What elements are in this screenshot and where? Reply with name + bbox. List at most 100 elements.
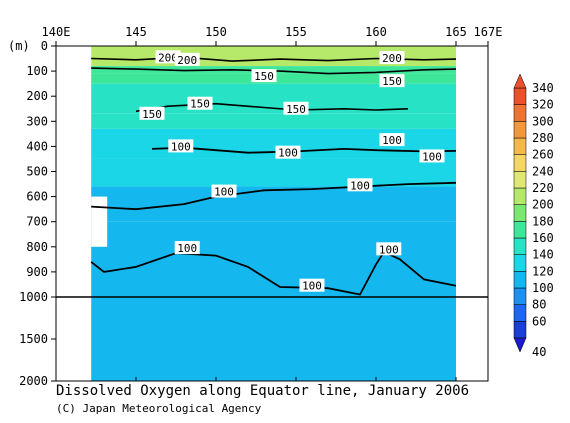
x-tick-label-167: 167E <box>474 25 503 39</box>
colorbar-swatch-220 <box>513 171 527 189</box>
contour-label-6: 150 <box>286 103 306 116</box>
contour-label-bg-10 <box>379 133 405 147</box>
y-tick-label-900: 900 <box>26 265 48 279</box>
colorbar-label-200: 200 <box>532 198 554 212</box>
contour-label-bg-4 <box>379 74 405 88</box>
colorbar-low-extension <box>513 337 527 353</box>
contour-label-bg-7 <box>139 106 165 120</box>
y-tick-label-1500: 1500 <box>19 332 48 346</box>
contour-label-bg-6 <box>283 101 309 115</box>
field-band-4 <box>91 113 456 129</box>
colorbar-label-180: 180 <box>532 214 554 228</box>
colorbar-high-extension <box>513 73 527 89</box>
contour-label-bg-15 <box>376 242 402 256</box>
contour-label-bg-8 <box>168 139 194 153</box>
contour-line-200-0 <box>91 56 457 62</box>
y-tick-label-100: 100 <box>26 64 48 78</box>
y-tick-label-300: 300 <box>26 114 48 128</box>
x-tick-label-160: 160 <box>365 25 387 39</box>
y-tick-label-500: 500 <box>26 165 48 179</box>
contour-label-4: 150 <box>382 75 402 88</box>
colorbar-swatch-80 <box>513 287 527 305</box>
colorbar-swatch-140 <box>513 237 527 255</box>
colorbar-swatch-280 <box>513 121 527 139</box>
contour-label-1: 200 <box>177 54 197 67</box>
colorbar-label-100: 100 <box>532 281 554 295</box>
contour-label-7: 150 <box>142 108 162 121</box>
colorbar-swatch-260 <box>513 137 527 155</box>
contour-label-bg-12 <box>211 184 237 198</box>
y-tick-label-800: 800 <box>26 240 48 254</box>
x-tick-label-150: 150 <box>205 25 227 39</box>
colorbar-swatch-60 <box>513 304 527 322</box>
y-unit-label: (m) <box>8 39 30 53</box>
colorbar: 40 60 80 100 120 140 160 180 200 220 240 260 280 300 3… <box>513 73 554 359</box>
colorbar-label-280: 280 <box>532 131 554 145</box>
contour-label-5: 150 <box>190 98 210 111</box>
colorbar-label-240: 240 <box>532 164 554 178</box>
colorbar-swatch-320 <box>513 87 527 105</box>
field-band-8 <box>91 221 456 297</box>
contour-label-0: 200 <box>158 51 178 64</box>
contour-line-100-4 <box>91 181 457 211</box>
colorbar-swatch-300 <box>513 104 527 122</box>
contour-label-12: 100 <box>214 186 234 199</box>
colorbar-label-260: 260 <box>532 148 554 162</box>
contour-label-14: 100 <box>177 242 197 255</box>
x-tick-label-140: 140E <box>42 25 71 39</box>
contour-label-10: 100 <box>382 134 402 147</box>
contour-label-bg-9 <box>275 145 301 159</box>
contour-label-3: 150 <box>254 70 274 83</box>
colorbar-swatch-160 <box>513 221 527 239</box>
y-tick-label-700: 700 <box>26 215 48 229</box>
y-tick-label-0: 0 <box>41 39 48 53</box>
colorbar-label-40: 40 <box>532 345 546 359</box>
field-band-7 <box>91 186 456 222</box>
colorbar-swatch-240 <box>513 154 527 172</box>
contour-line-150-1 <box>91 67 457 75</box>
x-tick-label-145: 145 <box>125 25 147 39</box>
contour-label-15: 100 <box>379 243 399 256</box>
plot-border <box>55 45 489 382</box>
y-tick-label-200: 200 <box>26 89 48 103</box>
contour-label-bg-14 <box>174 241 200 255</box>
colorbar-swatch-200 <box>513 187 527 205</box>
contour-label-bg-16 <box>299 278 325 292</box>
plot-fill <box>91 46 456 381</box>
colorbar-swatch-120 <box>513 254 527 272</box>
chart-credit: (C) Japan Meteorological Agency <box>56 402 262 415</box>
missing-data-region <box>91 196 108 247</box>
field-band-6 <box>91 158 456 187</box>
contour-label-8: 100 <box>171 140 191 153</box>
contour-label-11: 100 <box>422 150 442 163</box>
colorbar-swatch-40 <box>513 321 527 339</box>
colorbar-swatch-180 <box>513 204 527 222</box>
contour-label-bg-13 <box>347 178 373 192</box>
contour-line-150-2 <box>135 102 409 113</box>
colorbar-label-160: 160 <box>532 231 554 245</box>
colorbar-label-340: 340 <box>532 81 554 95</box>
colorbar-label-320: 320 <box>532 98 554 112</box>
plot-frame <box>55 45 489 382</box>
contour-label-bg-5 <box>187 96 213 110</box>
chart-title: Dissolved Oxygen along Equator line, Jan… <box>56 383 470 399</box>
y-tick-label-600: 600 <box>26 190 48 204</box>
colorbar-label-120: 120 <box>532 264 554 278</box>
contour-label-bg-0 <box>155 50 181 64</box>
colorbar-label-80: 80 <box>532 298 546 312</box>
axes: 140E 145 150 155 160 165 167E 0 100 200 300 400 500 6… <box>8 25 502 388</box>
contour-label-bg-2 <box>379 51 405 65</box>
contour-label-bg-3 <box>251 69 277 83</box>
y-tick-label-1000: 1000 <box>19 290 48 304</box>
x-tick-label-155: 155 <box>285 25 307 39</box>
contour-label-16: 100 <box>302 280 322 293</box>
field-band-9 <box>91 297 456 381</box>
contour-label-9: 100 <box>278 147 298 160</box>
contour-label-bg-1 <box>174 52 200 66</box>
colorbar-swatch-100 <box>513 271 527 289</box>
contour-label-13: 100 <box>350 179 370 192</box>
colorbar-label-300: 300 <box>532 114 554 128</box>
contour-label-bg-11 <box>419 149 445 163</box>
x-tick-label-165: 165 <box>445 25 467 39</box>
